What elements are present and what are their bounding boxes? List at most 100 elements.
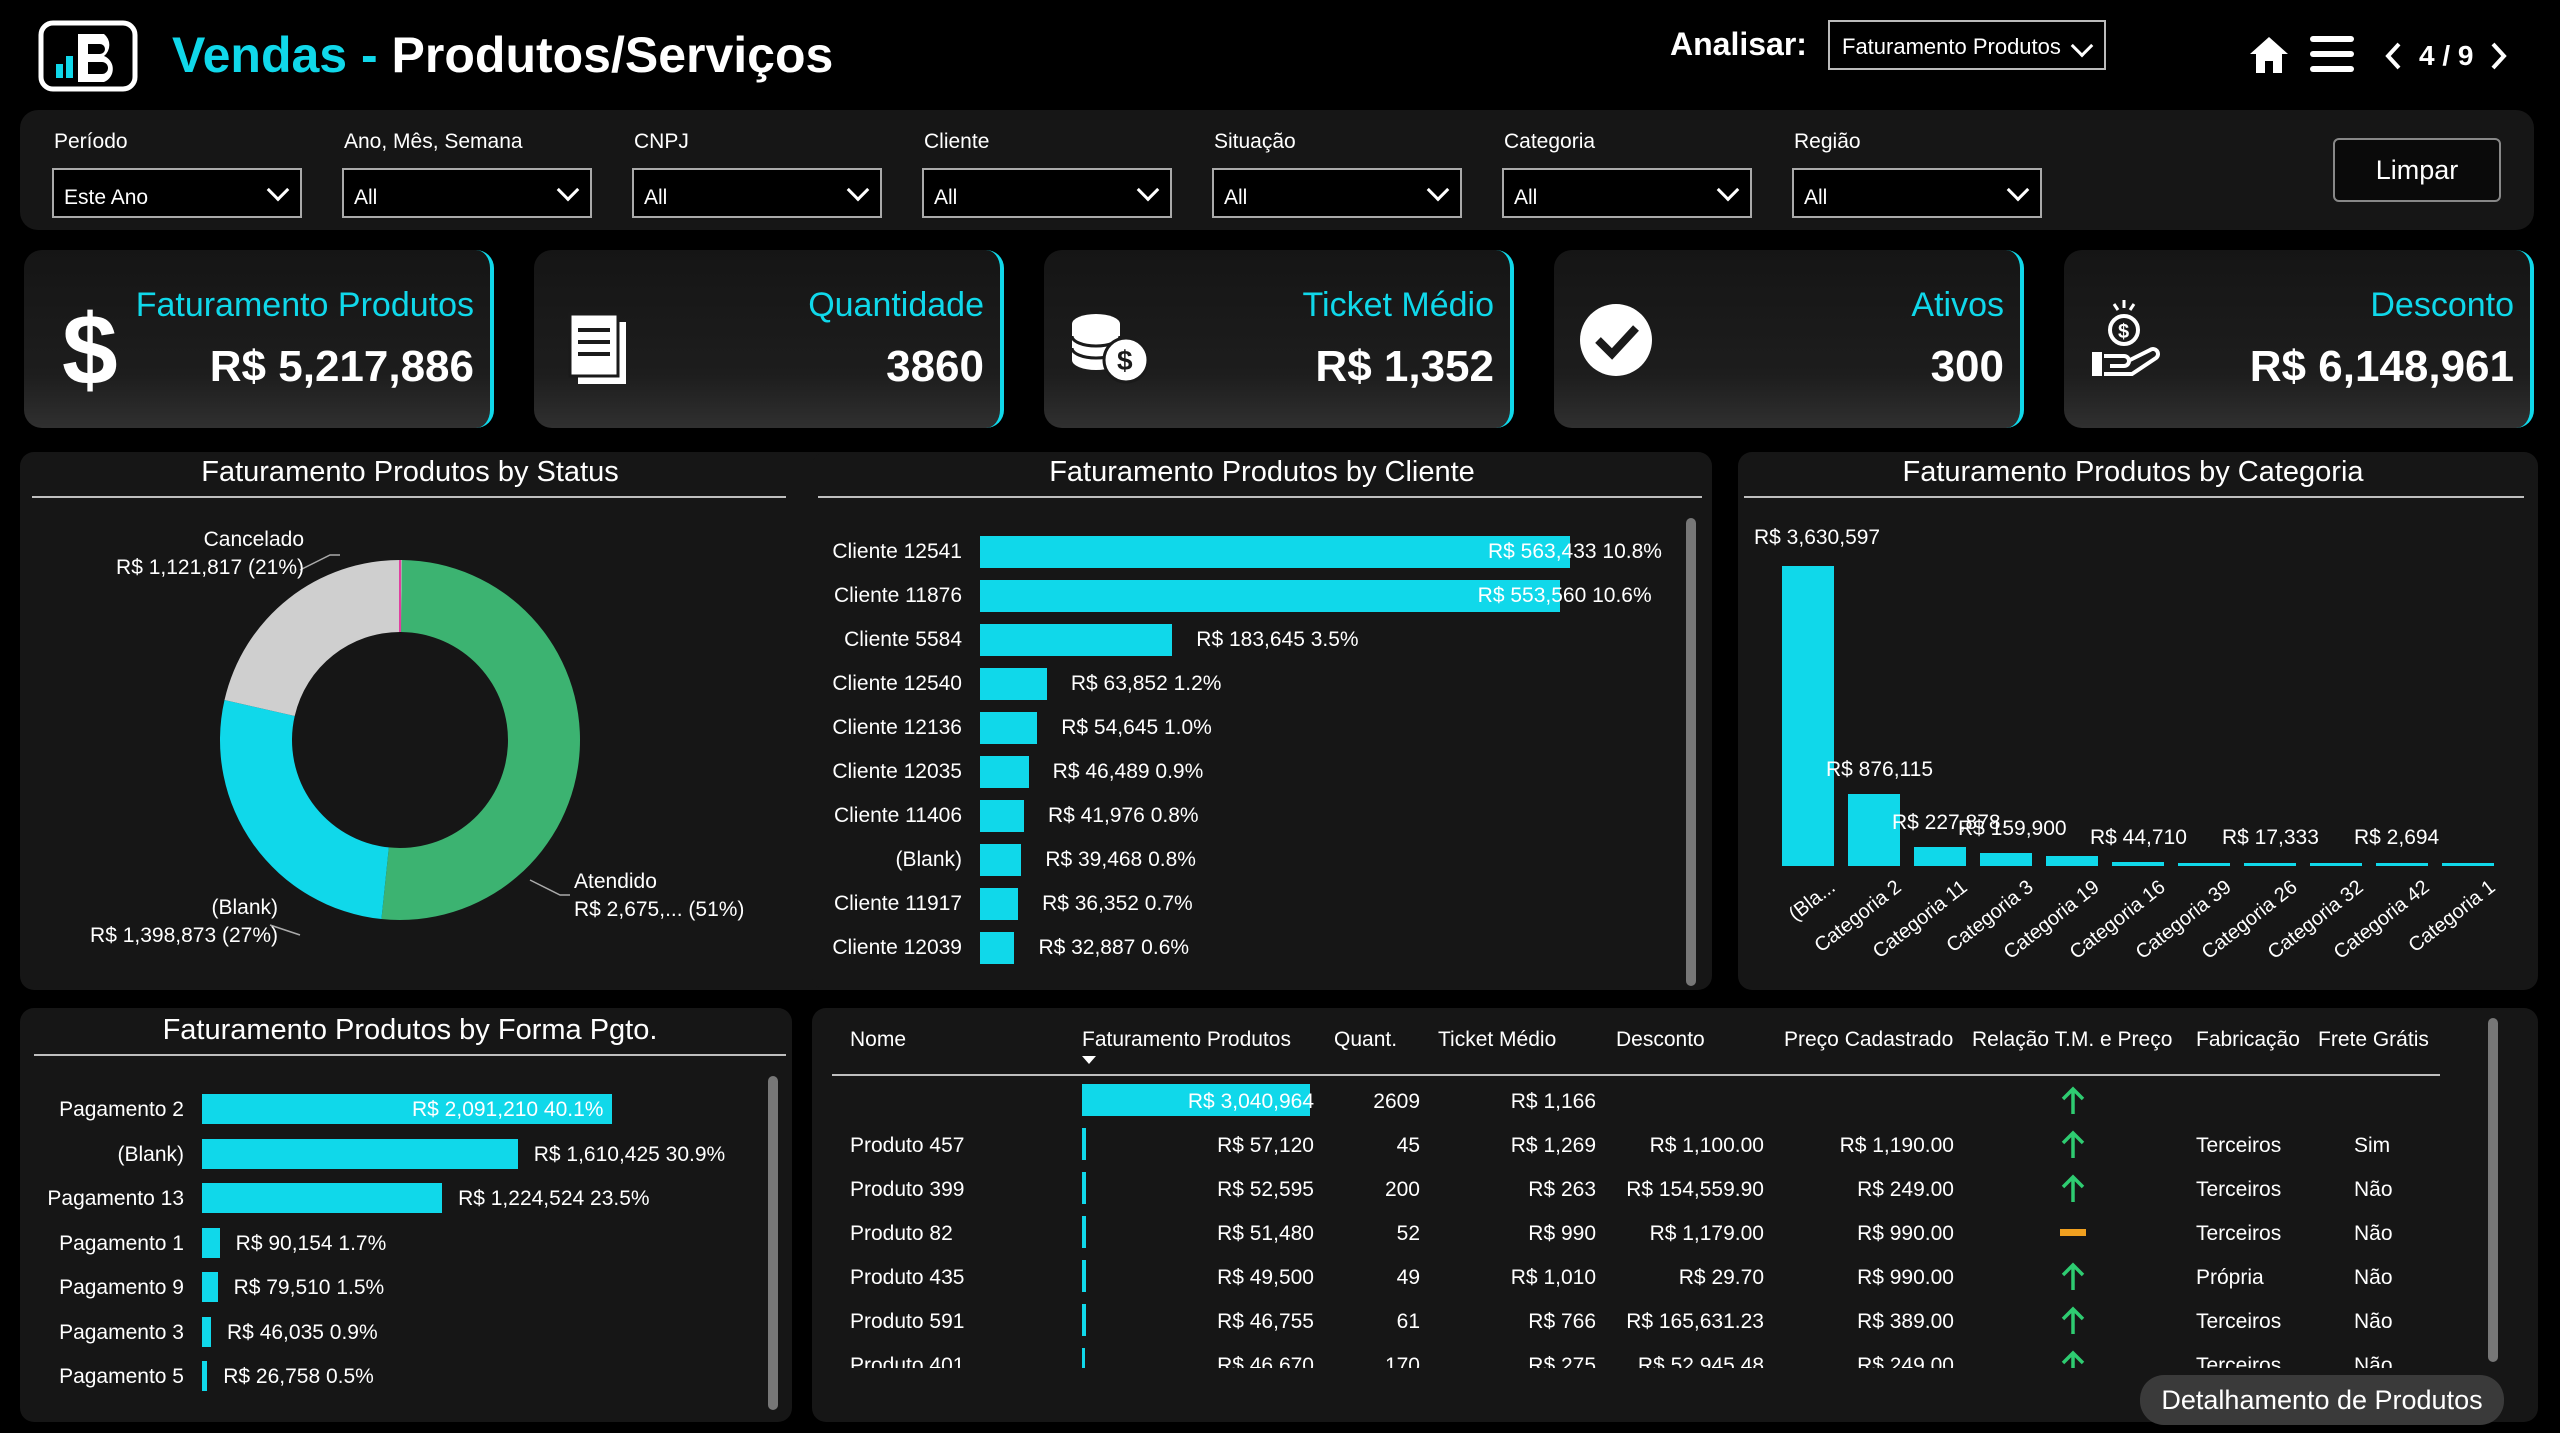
divider [818, 496, 1702, 498]
fat-databar [1082, 1084, 1310, 1116]
money-hand-icon: $ [2092, 300, 2160, 376]
pgto-data-label: R$ 2,091,210 40.1% [412, 1098, 604, 1121]
filter-label: Categoria [1504, 130, 1596, 153]
column-header[interactable]: Preço Cadastrado [1784, 1028, 1954, 1051]
kpi-label: Quantidade [808, 286, 984, 324]
filter-categoria: Categoria All [1502, 130, 1752, 218]
filter-dropdown[interactable]: All [632, 168, 882, 218]
column-header[interactable]: Ticket Médio [1438, 1028, 1557, 1051]
filter-value: Este Ano [64, 186, 149, 209]
filter-dropdown[interactable]: All [1502, 168, 1752, 218]
categoria-bar[interactable] [2112, 862, 2164, 866]
filter-dropdown[interactable]: All [1212, 168, 1462, 218]
cell-ticket: R$ 1,269 [1510, 1134, 1596, 1157]
cell-preco: R$ 990.00 [1857, 1222, 1954, 1245]
categoria-bar[interactable] [1980, 852, 2032, 866]
categoria-chart-title: Faturamento Produtos by Categoria [1902, 456, 2364, 488]
cliente-bar[interactable] [980, 536, 1570, 568]
filter-dropdown[interactable]: All [1792, 168, 2042, 218]
column-header[interactable]: Fabricação [2196, 1028, 2300, 1051]
cell-frete: Não [2354, 1310, 2393, 1333]
pgto-bar[interactable] [202, 1138, 518, 1169]
column-header[interactable]: Quant. [1334, 1028, 1398, 1051]
categoria-bar[interactable] [1848, 793, 1900, 866]
categoria-data-label: R$ 17,333 [2222, 826, 2319, 849]
column-header[interactable]: Relação T.M. e Preço [1972, 1028, 2173, 1051]
column-header[interactable]: Frete Grátis [2318, 1028, 2429, 1051]
donut-slice-blank[interactable] [219, 699, 389, 920]
svg-text:$: $ [62, 296, 118, 396]
cliente-bar[interactable] [980, 580, 1560, 612]
cliente-bar-label: Cliente 12540 [832, 672, 962, 695]
categoria-bar[interactable] [2046, 856, 2098, 866]
pgto-data-label: R$ 46,035 0.9% [227, 1320, 378, 1344]
cell-ticket: R$ 263 [1528, 1178, 1596, 1201]
table-scrollbar[interactable] [2488, 1018, 2498, 1362]
home-icon[interactable] [2248, 34, 2290, 76]
table-row[interactable] [832, 1084, 2440, 1124]
filter-dropdown[interactable]: Este Ano [52, 168, 302, 218]
categoria-bar[interactable] [2178, 863, 2230, 866]
pgto-bar[interactable] [202, 1183, 443, 1213]
filter-dropdown[interactable]: All [342, 168, 592, 218]
fat-databar [1082, 1348, 1086, 1368]
pgto-data-label: R$ 90,154 1.7% [235, 1231, 387, 1255]
cliente-bar[interactable] [980, 712, 1038, 744]
column-header[interactable]: Nome [850, 1028, 907, 1051]
kpi-value: 300 [1930, 342, 2004, 391]
categoria-bar[interactable] [1782, 566, 1834, 866]
categoria-bar[interactable] [2376, 863, 2428, 866]
coins-icon: $ [1070, 314, 1150, 384]
chevron-right-icon[interactable] [2491, 42, 2508, 70]
pgto-bar[interactable] [202, 1361, 208, 1391]
categoria-bar[interactable] [2442, 863, 2494, 866]
pgto-bar[interactable] [202, 1316, 212, 1347]
check-circle-icon [1580, 304, 1652, 376]
menu-icon[interactable] [2310, 34, 2354, 74]
clear-filters-button[interactable]: Limpar [2333, 138, 2501, 202]
cell-fabricacao: Terceiros [2196, 1310, 2282, 1333]
pgto-bar[interactable] [202, 1272, 218, 1302]
cell-faturamento: R$ 46,755 [1217, 1310, 1314, 1333]
donut-slice-atendido[interactable] [381, 560, 580, 920]
cell-quant: 200 [1384, 1178, 1420, 1201]
pgto-bar[interactable] [202, 1227, 220, 1258]
cliente-bar[interactable] [980, 888, 1019, 920]
cliente-bar[interactable] [980, 844, 1022, 876]
slice-name: Cancelado [203, 528, 304, 551]
arrow-up-icon [2061, 1086, 2085, 1114]
donut-slice-cancelado[interactable] [224, 560, 402, 716]
chevron-left-icon[interactable] [2385, 42, 2401, 70]
filter-value: All [354, 186, 378, 209]
categoria-bar[interactable] [2244, 863, 2296, 866]
cliente-scrollbar[interactable] [1686, 518, 1696, 986]
arrow-up-icon [2061, 1130, 2085, 1158]
cliente-bar-label: Cliente 5584 [844, 628, 962, 651]
cliente-bar[interactable] [980, 668, 1047, 700]
cliente-bar[interactable] [980, 932, 1015, 964]
cliente-bar[interactable] [980, 756, 1029, 788]
cell-preco: R$ 249.00 [1857, 1178, 1954, 1201]
analisar-dropdown[interactable]: Faturamento Produtos [1828, 20, 2106, 70]
cell-desconto: R$ 1,100.00 [1649, 1134, 1764, 1157]
analisar-value: Faturamento Produtos [1842, 34, 2061, 59]
categoria-bar[interactable] [1914, 847, 1966, 866]
column-header[interactable]: Desconto [1616, 1028, 1705, 1051]
categoria-data-label: R$ 3,630,597 [1754, 526, 1881, 549]
pgto-bar[interactable] [202, 1094, 612, 1124]
pgto-scrollbar[interactable] [768, 1076, 778, 1410]
categoria-bar[interactable] [2310, 863, 2362, 866]
pgto-data-label: R$ 1,224,524 23.5% [458, 1187, 650, 1210]
cell-frete: Não [2354, 1222, 2393, 1245]
cell-quant: 52 [1396, 1222, 1420, 1245]
cell-desconto: R$ 1,179.00 [1649, 1222, 1764, 1245]
cliente-data-label: R$ 63,852 1.2% [1070, 672, 1222, 695]
chevron-down-icon [2070, 34, 2094, 58]
categoria-data-label: R$ 159,900 [1958, 816, 2067, 840]
detalhamento-produtos-button[interactable]: Detalhamento de Produtos [2140, 1375, 2504, 1425]
fat-databar [1082, 1128, 1087, 1160]
filter-dropdown[interactable]: All [922, 168, 1172, 218]
cliente-bar[interactable] [980, 624, 1173, 656]
column-header[interactable]: Faturamento Produtos [1082, 1028, 1291, 1051]
cliente-bar[interactable] [980, 800, 1024, 832]
